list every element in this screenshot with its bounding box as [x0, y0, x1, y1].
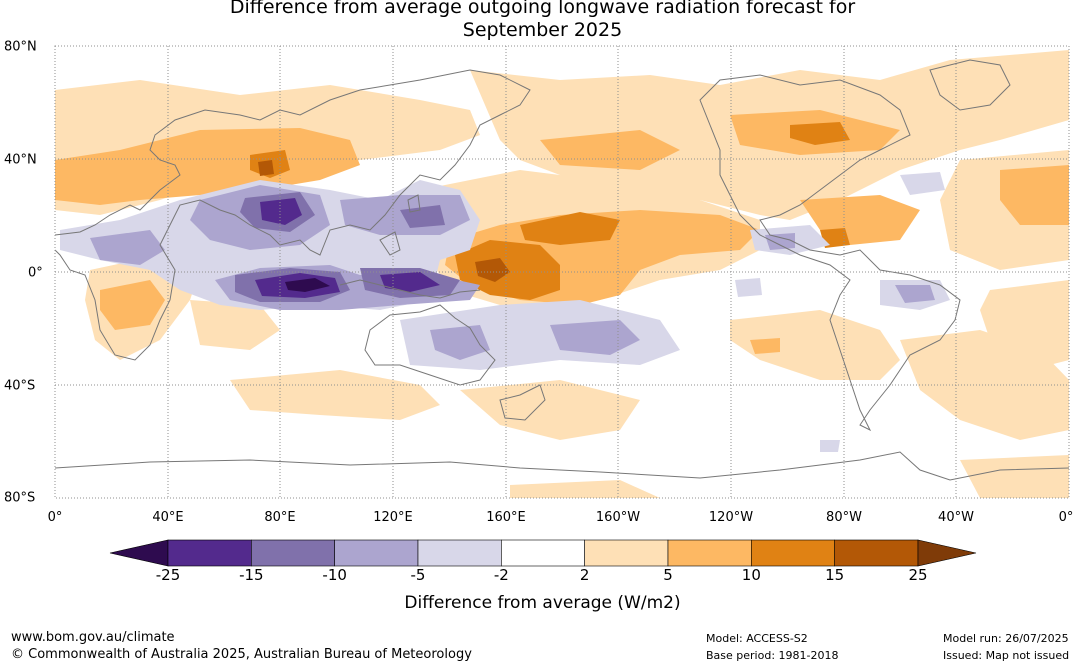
footer-model: Model: ACCESS-S2 [706, 632, 808, 645]
colorbar-tick-label: 25 [908, 566, 928, 584]
lon-label-40w: 40°W [938, 510, 974, 525]
footer-model-run: Model run: 26/07/2025 [943, 632, 1069, 645]
lon-label-120e: 120°E [373, 510, 413, 525]
map-frame [54, 45, 1070, 499]
footer-issued: Issued: Map not issued [943, 649, 1070, 662]
lon-label-80w: 80°W [826, 510, 862, 525]
colorbar-tick-label: -15 [239, 566, 264, 584]
footer-copyright: © Commonwealth of Australia 2025, Austra… [11, 647, 472, 662]
colorbar-segment [167, 539, 252, 567]
lon-label-40e: 40°E [152, 510, 184, 525]
colorbar-segment [584, 539, 669, 567]
map-title: Difference from average outgoing longwav… [0, 0, 1085, 42]
colorbar [109, 539, 977, 567]
colorbar-segment [417, 539, 502, 567]
colorbar-segment [334, 539, 419, 567]
lon-label-0-west: 0° [47, 510, 63, 525]
lat-label-80n: 80°N [4, 39, 37, 55]
coastlines [55, 59, 1069, 481]
anomaly-below-neg25-regions [285, 278, 330, 292]
lat-label-0: 0° [28, 265, 43, 281]
lon-label-160w: 160°W [595, 510, 641, 525]
colorbar-segment [667, 539, 752, 567]
footer-base-period: Base period: 1981-2018 [706, 649, 839, 662]
colorbar-segment [834, 539, 919, 567]
lon-label-120w: 120°W [708, 510, 754, 525]
lat-label-40n: 40°N [4, 152, 37, 168]
colorbar-segment [751, 539, 835, 567]
anomaly-15-25-regions [258, 160, 510, 282]
gridlines [55, 46, 1069, 498]
colorbar-extend-low [109, 539, 169, 567]
colorbar-tick-label: -2 [493, 566, 509, 584]
colorbar-tick-label: 2 [579, 566, 590, 584]
lat-label-40s: 40°S [4, 378, 36, 394]
colorbar-title: Difference from average (W/m2) [404, 593, 681, 613]
lon-label-80e: 80°E [264, 510, 296, 525]
title-line-1: Difference from average outgoing longwav… [229, 0, 856, 18]
colorbar-segment [251, 539, 335, 567]
colorbar-tick-label: 15 [825, 566, 845, 584]
title-line-2: September 2025 [462, 19, 623, 41]
footer-website: www.bom.gov.au/climate [11, 630, 175, 645]
colorbar-tick-label: -25 [155, 566, 181, 584]
lat-label-80s: 80°S [4, 490, 36, 506]
colorbar-extend-high [917, 539, 977, 567]
lon-label-160e: 160°E [486, 510, 526, 525]
colorbar-tick-label: -5 [410, 566, 426, 584]
colorbar-tick-label: 5 [663, 566, 673, 584]
colorbar-segment [501, 539, 585, 567]
colorbar-tick-label: 10 [741, 566, 761, 584]
colorbar-tick-label: -10 [322, 566, 347, 584]
lon-label-0-east: 0° [1058, 510, 1074, 525]
